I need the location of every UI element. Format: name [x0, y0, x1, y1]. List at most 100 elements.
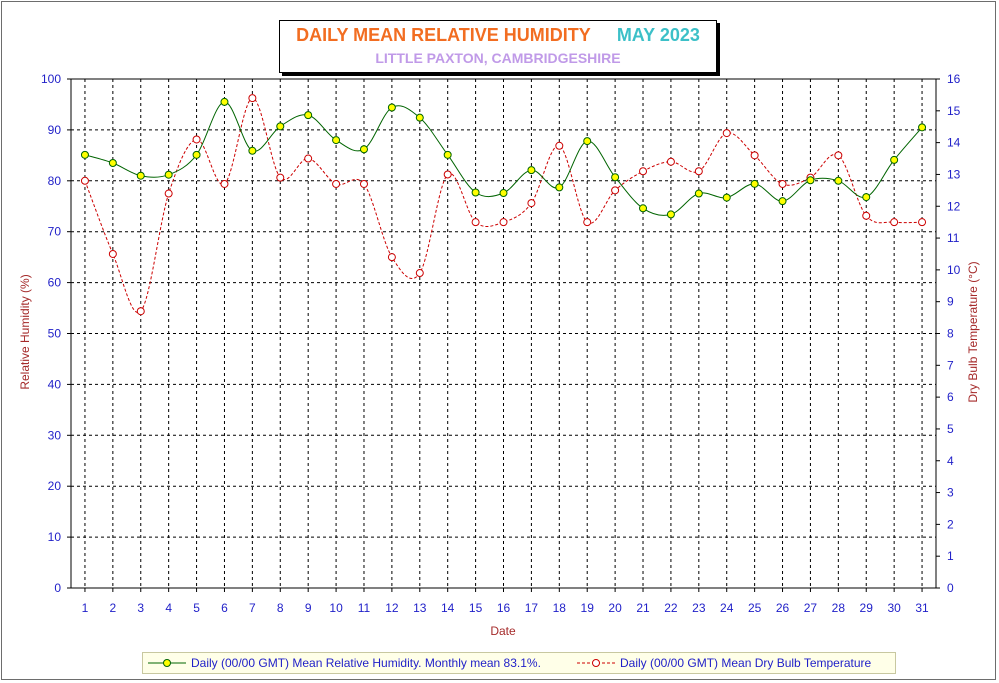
x-tick-label: 9	[305, 601, 312, 615]
temperature-point	[471, 218, 480, 227]
temperature-point	[555, 141, 564, 150]
x-tick-label: 28	[832, 601, 846, 615]
x-tick-label: 8	[277, 601, 284, 615]
y2-tick-label: 8	[947, 327, 954, 341]
y2-tick-label: 15	[947, 104, 961, 118]
humidity-point	[387, 103, 396, 112]
y-tick-label: 70	[48, 225, 62, 239]
y2-tick-label: 13	[947, 167, 961, 181]
humidity-point	[918, 123, 927, 132]
x-tick-label: 18	[553, 601, 567, 615]
tick-labels: 0102030405060708090100012345678910111213…	[41, 72, 961, 615]
legend-swatch-humidity	[148, 659, 186, 667]
chart-title: DAILY MEAN RELATIVE HUMIDITY MAY 2023	[280, 25, 716, 46]
humidity-point	[248, 146, 257, 155]
temperature-point	[611, 186, 620, 195]
humidity-point	[276, 122, 285, 131]
x-tick-label: 24	[720, 601, 734, 615]
x-tick-label: 4	[165, 601, 172, 615]
x-tick-label: 1	[82, 601, 89, 615]
y2-tick-label: 1	[947, 549, 954, 563]
legend-swatch-temperature	[577, 659, 615, 667]
title-month: MAY 2023	[616, 25, 700, 45]
temperature-point	[722, 129, 731, 138]
temperature-series	[80, 94, 927, 316]
axes-layer	[67, 78, 940, 592]
x-tick-label: 3	[137, 601, 144, 615]
x-tick-label: 14	[441, 601, 455, 615]
x-tick-label: 6	[221, 601, 228, 615]
y2-tick-label: 12	[947, 199, 961, 213]
x-tick-label: 30	[887, 601, 901, 615]
x-tick-label: 13	[413, 601, 427, 615]
temperature-point	[834, 151, 843, 160]
x-tick-label: 29	[860, 601, 874, 615]
humidity-point	[834, 176, 843, 185]
humidity-point	[164, 170, 173, 179]
humidity-point	[694, 189, 703, 198]
temperature-point	[80, 176, 89, 185]
y-axis-title-right: Dry Bulb Temperature (°C)	[966, 261, 980, 402]
temperature-point	[639, 167, 648, 176]
x-tick-label: 7	[249, 601, 256, 615]
y-tick-label: 10	[48, 530, 62, 544]
x-tick-label: 11	[358, 601, 371, 615]
temperature-point	[443, 170, 452, 179]
x-tick-label: 26	[776, 601, 790, 615]
y-tick-label: 80	[48, 174, 62, 188]
y2-tick-label: 5	[947, 422, 954, 436]
x-tick-label: 10	[329, 601, 343, 615]
x-tick-label: 2	[110, 601, 117, 615]
y2-tick-label: 7	[947, 358, 954, 372]
humidity-point	[890, 155, 899, 164]
humidity-point	[639, 204, 648, 213]
y2-tick-label: 14	[947, 136, 961, 150]
temperature-point	[332, 179, 341, 188]
grid-layer	[71, 79, 936, 588]
humidity-point	[136, 171, 145, 180]
title-box: DAILY MEAN RELATIVE HUMIDITY MAY 2023 LIT…	[279, 20, 717, 73]
temperature-point	[136, 307, 145, 316]
humidity-point	[332, 136, 341, 145]
x-tick-label: 5	[193, 601, 200, 615]
y-tick-label: 50	[48, 327, 62, 341]
humidity-point	[499, 189, 508, 198]
temperature-point	[304, 154, 313, 163]
temperature-point	[862, 211, 871, 220]
y-tick-label: 30	[48, 428, 62, 442]
x-axis-title: Date	[490, 624, 516, 638]
temperature-point	[164, 189, 173, 198]
temperature-point	[583, 218, 592, 227]
y-tick-label: 100	[41, 72, 61, 86]
y2-tick-label: 11	[947, 231, 960, 245]
y2-tick-label: 9	[947, 295, 954, 309]
temperature-point	[918, 218, 927, 227]
x-tick-label: 16	[497, 601, 511, 615]
y2-tick-label: 2	[947, 517, 954, 531]
humidity-point	[471, 188, 480, 197]
temperature-point	[890, 218, 899, 227]
temperature-point	[387, 253, 396, 262]
humidity-point	[611, 173, 620, 182]
temperature-point	[359, 179, 368, 188]
temperature-point	[527, 199, 536, 208]
y-tick-label: 0	[54, 581, 61, 595]
humidity-point	[108, 158, 117, 167]
x-tick-label: 31	[915, 601, 929, 615]
temperature-point	[778, 179, 787, 188]
humidity-point	[304, 111, 313, 120]
legend-label-humidity: Daily (00/00 GMT) Mean Relative Humidity…	[191, 656, 541, 670]
x-tick-label: 20	[608, 601, 622, 615]
humidity-point	[220, 97, 229, 106]
temperature-point	[108, 249, 117, 258]
y2-tick-label: 4	[947, 454, 954, 468]
humidity-point	[806, 176, 815, 185]
humidity-point	[443, 150, 452, 159]
humidity-point	[415, 113, 424, 122]
y2-tick-label: 0	[947, 581, 954, 595]
humidity-point	[192, 150, 201, 159]
temperature-point	[192, 135, 201, 144]
temperature-point	[499, 218, 508, 227]
